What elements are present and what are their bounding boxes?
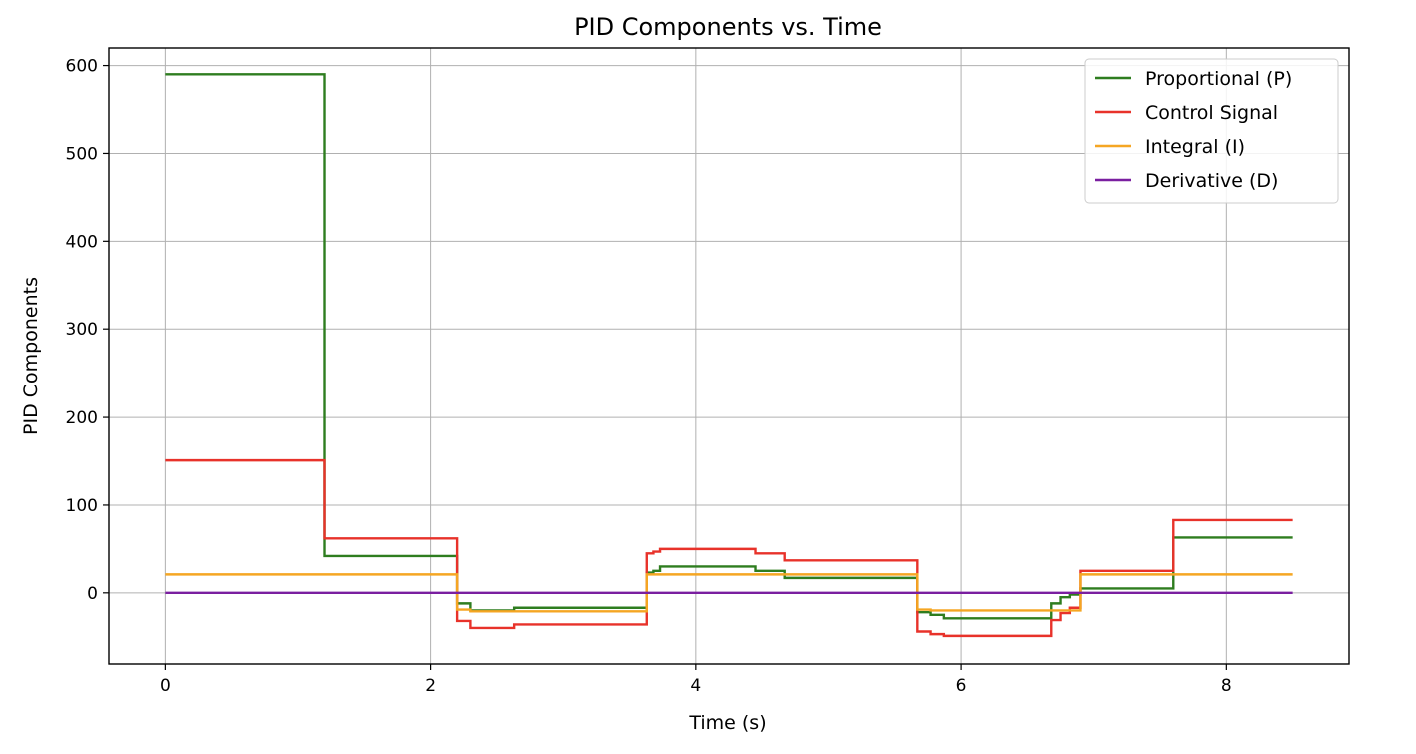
x-tick-label: 4 [690, 676, 701, 696]
y-tick-label: 600 [66, 57, 98, 77]
x-tick-label: 0 [160, 676, 171, 696]
legend-label: Control Signal [1145, 102, 1278, 124]
plot-frame [108, 47, 1350, 665]
series-line-control-signal [165, 458, 1293, 638]
x-tick-label: 8 [1221, 676, 1232, 696]
y-tick-label: 500 [66, 144, 98, 164]
legend-box [1084, 58, 1339, 204]
series-group [165, 73, 1293, 638]
y-tick-label: 300 [66, 320, 98, 340]
x-axis-ticks: 0 2 4 6 8 [160, 664, 1232, 696]
y-tick-label: 400 [66, 232, 98, 252]
legend: Proportional (P) Control Signal Integral (… [1084, 58, 1339, 204]
y-axis-label: PID Components [20, 277, 42, 435]
y-tick-label: 200 [66, 408, 98, 428]
legend-label: Derivative (D) [1145, 170, 1278, 192]
chart-title: PID Components vs. Time [574, 13, 882, 41]
x-axis-label: Time (s) [688, 712, 766, 734]
series-line-integral-i [165, 573, 1293, 613]
legend-label: Proportional (P) [1145, 68, 1292, 90]
y-tick-label: 0 [87, 584, 98, 604]
x-tick-label: 6 [956, 676, 967, 696]
legend-label: Integral (I) [1145, 136, 1245, 158]
y-tick-label: 100 [66, 496, 98, 516]
y-axis-ticks: 0 100 200 300 400 500 600 [66, 57, 109, 604]
x-tick-label: 2 [425, 676, 436, 696]
